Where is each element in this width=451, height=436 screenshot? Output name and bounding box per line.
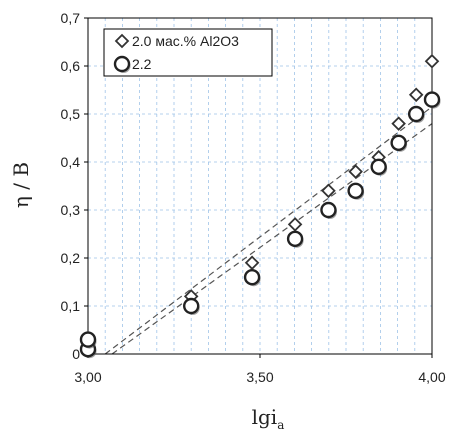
diamond-point (391, 116, 406, 131)
circle-point (320, 201, 337, 219)
trendline (104, 106, 433, 355)
diamond-point (424, 53, 440, 69)
circle-point (79, 331, 97, 349)
circle-point (407, 105, 425, 123)
diamond-point (287, 217, 303, 232)
legend-marker-diamond (114, 33, 130, 49)
trendline (111, 123, 433, 355)
y-tick-label: 0,7 (61, 10, 81, 26)
circle-point (347, 182, 365, 200)
x-axis-title-main: lgi (252, 405, 278, 429)
y-tick-label: 0,1 (61, 298, 81, 314)
diamond-point (244, 255, 260, 271)
y-tick-label: 0 (72, 346, 80, 362)
y-tick-label: 0,6 (61, 58, 81, 74)
legend: 2.0 мас.% Al2O3 2.2 (103, 28, 273, 77)
diamond-point (321, 183, 336, 199)
y-tick-label: 0,2 (61, 250, 81, 266)
legend-label: 2.2 (132, 56, 152, 72)
circle-point (243, 269, 261, 287)
diamond-point (348, 164, 363, 179)
x-axis-title-sub: a (277, 418, 284, 432)
x-tick-label: 3,50 (246, 369, 273, 385)
diamond-point (408, 87, 424, 103)
series-2 (79, 91, 441, 359)
y-axis-title: η / B (9, 162, 33, 208)
x-tick-label: 4,00 (418, 369, 445, 385)
y-tick-label: 0,5 (61, 106, 81, 122)
circle-point (182, 297, 200, 315)
data-points (79, 53, 441, 359)
y-tick-label: 0,3 (61, 202, 81, 218)
trendlines (104, 106, 433, 355)
circle-point (390, 134, 408, 152)
x-tick-label: 3,00 (74, 369, 101, 385)
y-tick-label: 0,4 (61, 154, 81, 170)
circle-point (286, 230, 304, 248)
x-axis-title: lgia (252, 405, 285, 432)
legend-marker-circle (113, 55, 131, 73)
legend-label: 2.0 мас.% Al2O3 (132, 33, 239, 49)
legend-box (103, 28, 273, 77)
circle-point (423, 91, 441, 109)
circle-point (370, 158, 388, 176)
axis-ticks: 0 0,1 0,2 0,3 0,4 0,5 0,6 0,7 3,00 3,50 4,00 (61, 10, 446, 385)
